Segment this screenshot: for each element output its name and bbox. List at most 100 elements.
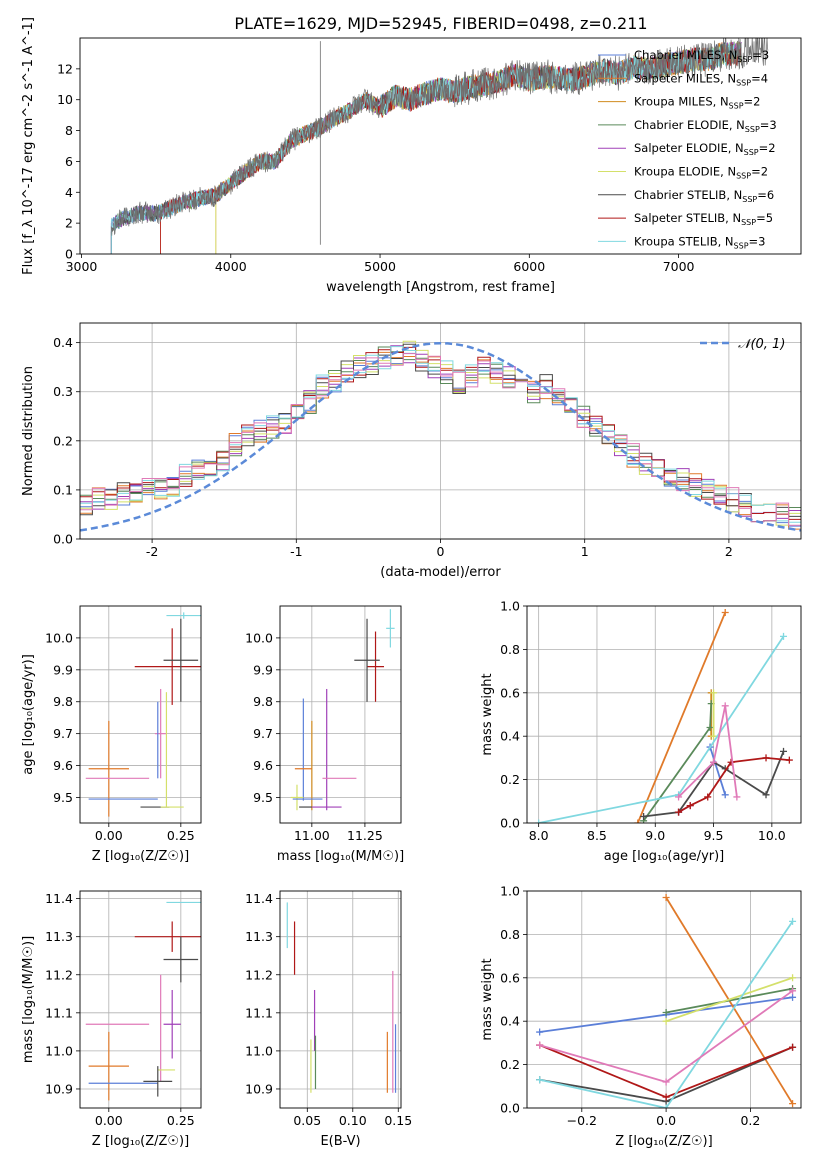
weight-marker xyxy=(733,793,741,801)
legend-entry: Chabrier MILES, NSSP=3 xyxy=(634,48,769,64)
legend-entry: Kroupa ELODIE, NSSP=2 xyxy=(634,165,768,181)
weight-marker xyxy=(789,974,797,982)
mass-vs-extinction-panel: 0.05 0.10 0.15 10.9 11.0 11.1 11.2 11.3 11.4 E(B-… xyxy=(245,890,412,1149)
weight-marker xyxy=(640,812,648,820)
legend-entry: Chabrier STELIB, NSSP=6 xyxy=(634,188,774,204)
weight-marker xyxy=(789,987,797,995)
x-tick-label: 0.00 xyxy=(95,1113,123,1128)
y-tick-label: 0.0 xyxy=(500,816,520,831)
age-vs-metallicity-panel: 0.00 0.25 9.5 9.6 9.7 9.8 9.9 10.0 Z [log₁₀(Z/Z☉… xyxy=(21,605,202,864)
weight-marker xyxy=(686,802,694,810)
error-bar-point xyxy=(134,628,201,705)
y-tick-label: 9.6 xyxy=(253,758,273,773)
y-tick-label: 10.9 xyxy=(45,1081,73,1096)
x-tick-label: 0.15 xyxy=(384,1113,412,1128)
x-tick-label: 2 xyxy=(725,544,733,559)
residuals-panel: -2 -1 0 1 2 0.0 0.1 0.2 0.3 0.4 (data-model)/error… xyxy=(21,322,802,580)
weight-marker xyxy=(727,758,735,766)
x-axis-label: mass [log₁₀(M/M☉)] xyxy=(277,849,404,864)
x-tick-label: 11.25 xyxy=(347,828,383,843)
y-tick-label: 9.9 xyxy=(253,662,273,677)
x-tick-label: 0.0 xyxy=(656,1113,676,1128)
y-tick-label: 11.0 xyxy=(45,1043,73,1058)
axes-frame xyxy=(79,605,202,824)
weight-vs-age-panel: 8.0 8.5 9.0 9.5 10.0 0.0 0.2 0.4 0.6 0.8 1.0 age [l… xyxy=(480,599,802,864)
y-tick-label: 11.4 xyxy=(245,891,273,906)
y-tick-label: 0.2 xyxy=(53,433,73,448)
y-tick-label: 11.0 xyxy=(245,1043,273,1058)
error-bar-point xyxy=(154,688,167,779)
weight-marker xyxy=(662,1017,670,1025)
y-tick-label: 11.4 xyxy=(45,891,73,906)
y-tick-label: 8 xyxy=(65,123,73,138)
y-tick-label: 11.1 xyxy=(45,1005,73,1020)
error-bar-point xyxy=(134,921,201,952)
x-axis-label: (data-model)/error xyxy=(380,565,501,580)
weight-marker xyxy=(762,754,770,762)
legend-entry: Kroupa STELIB, NSSP=3 xyxy=(634,234,765,250)
x-tick-label: 0.05 xyxy=(293,1113,321,1128)
y-tick-label: 0.8 xyxy=(500,927,520,942)
weight-marker xyxy=(780,632,788,640)
x-axis-label: Z [log₁₀(Z/Z☉)] xyxy=(92,1134,189,1149)
x-tick-label: 3000 xyxy=(66,259,98,274)
error-bar-point xyxy=(354,618,380,702)
y-tick-label: 1.0 xyxy=(500,599,520,614)
error-bar-point xyxy=(163,936,199,983)
observed-spectrum-line xyxy=(110,38,769,236)
mass-vs-metallicity-panel: 0.00 0.25 10.9 11.0 11.1 11.2 11.3 11.4 Z [log₁₀… xyxy=(21,890,202,1149)
axes-frame xyxy=(79,37,802,255)
weight-marker xyxy=(675,808,683,816)
weight-marker xyxy=(536,1076,544,1084)
y-tick-label: 0.8 xyxy=(500,642,520,657)
axes-frame xyxy=(279,890,402,1109)
y-tick-label: 0 xyxy=(65,247,73,262)
axes-frame xyxy=(279,605,402,824)
weight-marker xyxy=(710,689,718,697)
y-tick-label: 0.0 xyxy=(53,532,73,547)
y-tick-label: 0.4 xyxy=(500,729,520,744)
axes-frame xyxy=(79,322,802,540)
weight-marker xyxy=(789,1043,797,1051)
x-tick-label: 0.25 xyxy=(167,1113,195,1128)
y-tick-label: 0.4 xyxy=(53,335,73,350)
weight-series xyxy=(675,702,741,801)
y-axis-label: Flux [f_λ 10^-17 erg cm^-2 s^-1 A^-1] xyxy=(21,17,36,275)
y-tick-label: 9.7 xyxy=(253,726,273,741)
y-tick-label: 6 xyxy=(65,154,73,169)
weight-series xyxy=(536,917,797,1108)
weight-marker xyxy=(706,724,714,732)
y-tick-label: 9.9 xyxy=(53,662,73,677)
x-tick-label: -2 xyxy=(146,544,158,559)
y-tick-label: 9.5 xyxy=(253,790,273,805)
weight-marker xyxy=(662,1104,670,1108)
spectrum-panel: 3000 4000 5000 6000 7000 0 2 4 6 8 10 12 wavelength … xyxy=(21,17,802,295)
y-tick-label: 0.2 xyxy=(500,772,520,787)
weight-series xyxy=(640,700,715,823)
x-tick-label: 0.2 xyxy=(740,1113,760,1128)
axes-frame xyxy=(526,890,802,1109)
x-tick-label: 8.0 xyxy=(529,828,549,843)
y-tick-label: 0.4 xyxy=(500,1014,520,1029)
legend-entry: Kroupa MILES, NSSP=2 xyxy=(634,95,760,111)
y-tick-label: 11.2 xyxy=(45,967,73,982)
x-tick-label: 8.5 xyxy=(587,828,607,843)
y-tick-label: 10.0 xyxy=(245,630,273,645)
y-tick-label: 11.1 xyxy=(245,1005,273,1020)
y-axis-label: mass weight xyxy=(480,673,495,755)
weight-marker xyxy=(675,793,683,801)
weight-series xyxy=(536,987,797,1086)
weight-vs-metallicity-panel: −0.2 0.0 0.2 0.0 0.2 0.4 0.6 0.8 1.0 Z [log₁₀(Z/Z… xyxy=(480,884,802,1149)
weight-series xyxy=(634,609,729,823)
error-bar-point xyxy=(166,612,201,619)
spectrum-legend: Chabrier MILES, NSSP=3 Salpeter MILES, NS… xyxy=(598,48,777,250)
x-tick-label: 0 xyxy=(437,544,445,559)
x-axis-label: E(B-V) xyxy=(320,1134,360,1149)
y-tick-label: 4 xyxy=(65,185,73,200)
y-tick-label: 0.2 xyxy=(500,1057,520,1072)
weight-series xyxy=(662,985,797,1017)
y-tick-label: 0.3 xyxy=(53,384,73,399)
y-tick-label: 12 xyxy=(57,61,73,76)
weight-marker xyxy=(662,1009,670,1017)
error-bar-point xyxy=(367,631,385,702)
